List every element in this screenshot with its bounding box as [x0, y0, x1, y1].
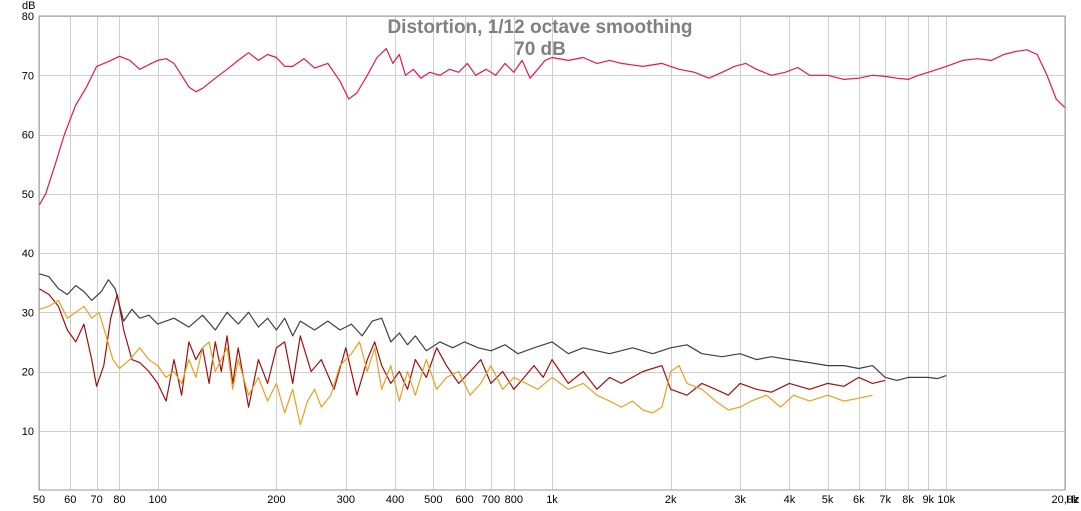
x-tick-label: 7k: [879, 494, 891, 506]
x-tick-label: 20,0k: [1052, 494, 1079, 506]
y-tick-label: 70: [22, 70, 34, 82]
x-tick-label: 500: [424, 494, 442, 506]
y-tick-label: 80: [22, 11, 34, 23]
x-tick-label: 50: [33, 494, 45, 506]
x-tick-label: 10k: [937, 494, 955, 506]
y-tick-label: 10: [22, 426, 34, 438]
x-axis-ticks: 50 60 70 80 100 200 300 400 500 600 700 800 1k 2k 3k 4k…: [33, 494, 1079, 506]
x-tick-label: 8k: [902, 494, 914, 506]
x-tick-label: 70: [90, 494, 102, 506]
x-tick-label: 2k: [665, 494, 677, 506]
chart-title: Distortion, 1/12 octave smoothing: [387, 17, 692, 38]
x-tick-label: 60: [64, 494, 76, 506]
x-tick-label: 4k: [784, 494, 796, 506]
y-axis-label: dB: [22, 0, 35, 12]
x-tick-label: 3k: [734, 494, 746, 506]
x-axis-label: Hz: [1066, 494, 1079, 506]
y-tick-label: 30: [22, 307, 34, 319]
x-tick-label: 300: [337, 494, 355, 506]
x-tick-label: 6k: [853, 494, 865, 506]
x-tick-label: 100: [149, 494, 167, 506]
x-tick-label: 200: [267, 494, 285, 506]
series-line-2: [38, 273, 947, 381]
y-tick-label: 60: [22, 130, 34, 142]
x-tick-label: 1k: [546, 494, 558, 506]
y-tick-label: 50: [22, 189, 34, 201]
chart-subtitle: 70 dB: [514, 39, 566, 60]
x-tick-label: 800: [505, 494, 523, 506]
y-axis-ticks: 10 20 30 40 50 60 70 80: [22, 11, 34, 438]
x-tick-label: 9k: [922, 494, 934, 506]
series-line-1: [38, 48, 1066, 206]
x-tick-label: 400: [386, 494, 404, 506]
plot-frame: [38, 15, 1066, 491]
x-tick-label: 80: [113, 494, 125, 506]
grid-lines: [39, 16, 1066, 490]
x-tick-label: 700: [482, 494, 500, 506]
series-line-3: [38, 288, 886, 408]
x-tick-label: 5k: [822, 494, 834, 506]
x-tick-label: 600: [455, 494, 473, 506]
y-tick-label: 40: [22, 248, 34, 260]
series-line-4: [38, 299, 873, 426]
series-lines: [38, 48, 1066, 426]
y-tick-label: 20: [22, 367, 34, 379]
